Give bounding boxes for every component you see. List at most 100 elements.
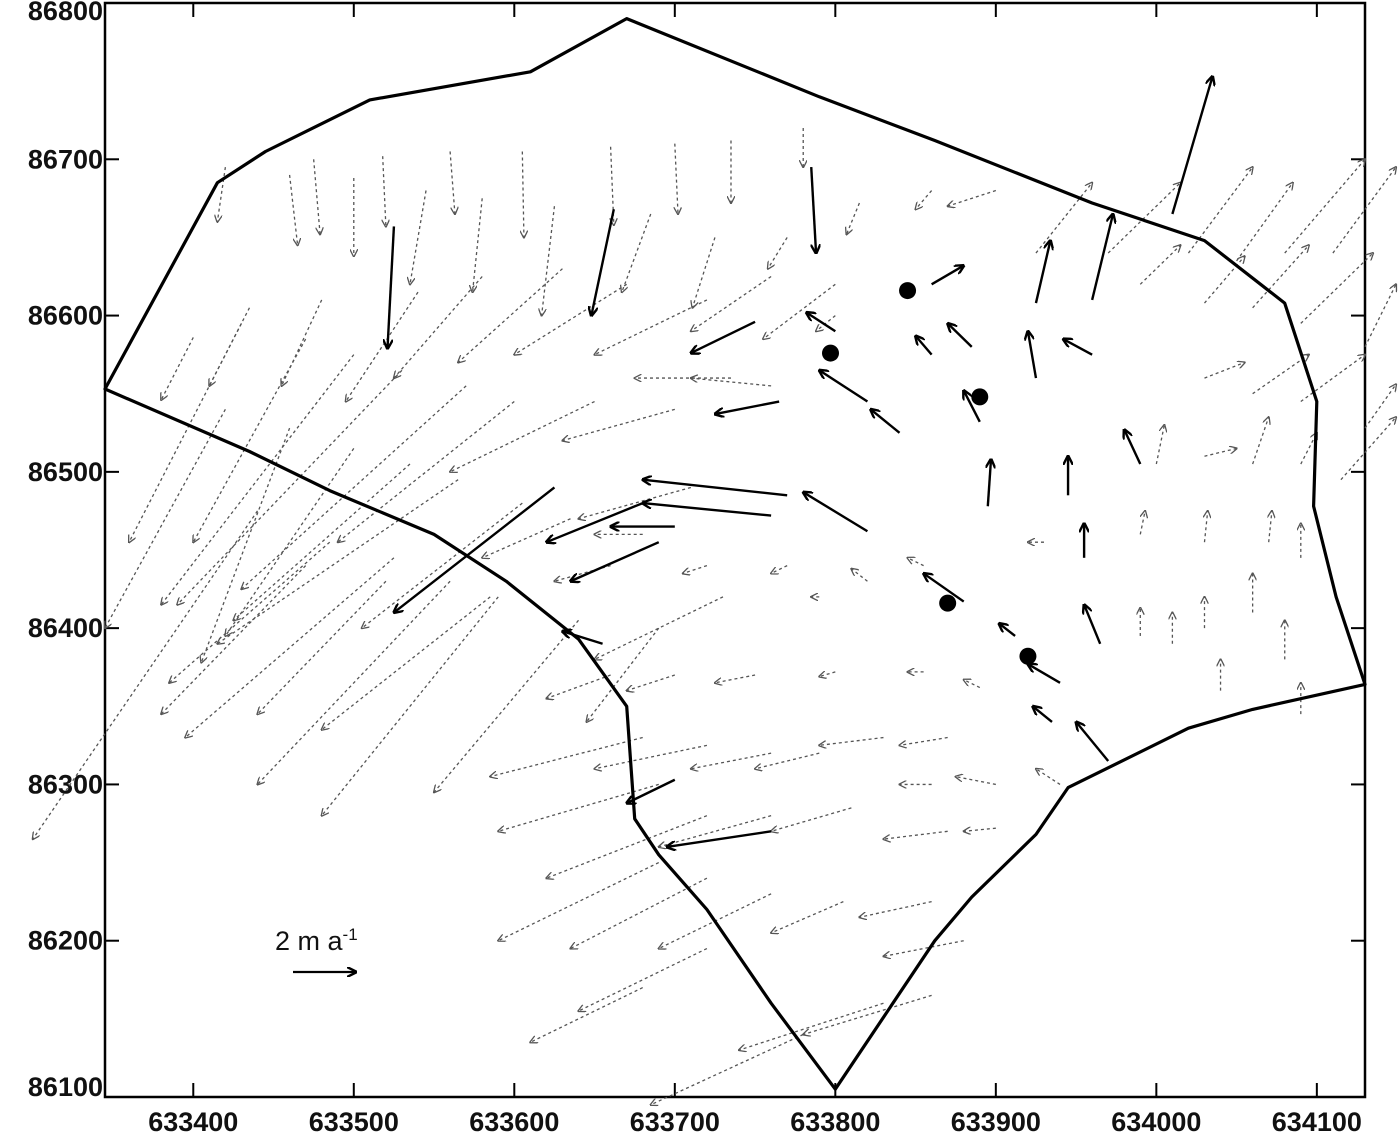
modeled-vector bbox=[1107, 183, 1180, 254]
modeled-vector bbox=[691, 275, 772, 332]
modeled-vector bbox=[956, 777, 996, 786]
modeled-vector bbox=[587, 627, 660, 722]
y-tick-label: 86500 bbox=[28, 457, 103, 487]
measured-vector bbox=[916, 336, 933, 356]
x-tick-label: 633500 bbox=[309, 1107, 399, 1137]
modeled-vector bbox=[241, 385, 467, 589]
modeled-vector bbox=[1252, 417, 1269, 465]
modeled-vector bbox=[771, 901, 844, 933]
measured-vector bbox=[1028, 664, 1061, 684]
modeled-vector bbox=[225, 448, 355, 636]
modeled-vector bbox=[514, 283, 628, 354]
measured-vector bbox=[964, 391, 981, 423]
modeled-vector bbox=[964, 828, 996, 831]
modeled-vector bbox=[449, 151, 455, 214]
modeled-vector bbox=[570, 877, 708, 948]
modeled-vector bbox=[434, 619, 580, 792]
modeled-vector bbox=[410, 190, 427, 285]
modeled-vector bbox=[651, 1033, 804, 1104]
y-tick-label: 86300 bbox=[28, 769, 103, 799]
modeled-vector-layer bbox=[33, 128, 1396, 1105]
modeled-vector bbox=[579, 486, 692, 518]
modeled-vector bbox=[683, 565, 708, 574]
modeled-vector bbox=[1340, 417, 1396, 481]
modeled-vector bbox=[691, 378, 772, 387]
measured-vector bbox=[562, 631, 603, 645]
modeled-vector bbox=[1364, 284, 1396, 348]
measured-vector bbox=[643, 503, 772, 517]
modeled-vector bbox=[1300, 355, 1365, 403]
measured-vector bbox=[1090, 214, 1113, 301]
y-tick-label: 86200 bbox=[28, 926, 103, 956]
modeled-vector bbox=[542, 206, 556, 315]
measured-vector bbox=[667, 830, 772, 847]
axis-layer: 633400 633500 633600 633700 633800 633900 6340… bbox=[28, 0, 1365, 1137]
modeled-vector bbox=[458, 268, 563, 363]
modeled-vector bbox=[883, 830, 948, 839]
measured-vector bbox=[643, 480, 788, 497]
modeled-vector bbox=[595, 744, 708, 768]
modeled-vector bbox=[1284, 159, 1365, 254]
modeled-vector bbox=[627, 674, 676, 691]
y-tick-label: 86400 bbox=[28, 613, 103, 643]
modeled-vector bbox=[622, 213, 652, 292]
measured-vector bbox=[819, 370, 869, 403]
modeled-vector bbox=[161, 354, 355, 605]
stake-marker bbox=[822, 344, 840, 362]
modeled-vector bbox=[554, 565, 611, 582]
stake-marker bbox=[971, 388, 989, 406]
glacier-outline bbox=[103, 17, 1367, 1091]
modeled-vector bbox=[338, 401, 515, 543]
modeled-vector bbox=[964, 680, 981, 689]
modeled-vector bbox=[859, 901, 932, 918]
stake-layer bbox=[822, 282, 1037, 665]
modeled-vector bbox=[611, 146, 614, 225]
x-tick-label: 634100 bbox=[1272, 1107, 1362, 1137]
modeled-vector bbox=[530, 987, 643, 1043]
modeled-vector bbox=[1300, 253, 1373, 324]
modeled-vector bbox=[546, 815, 708, 879]
modeled-vector bbox=[562, 408, 675, 440]
modeled-vector bbox=[482, 518, 571, 558]
modeled-vector bbox=[313, 159, 320, 234]
y-tick-label: 86600 bbox=[28, 301, 103, 331]
measured-vector bbox=[1063, 339, 1093, 356]
scale-label: 2 m a-1 bbox=[275, 925, 358, 956]
modeled-vector bbox=[1204, 362, 1244, 379]
modeled-vector bbox=[595, 299, 708, 355]
modeled-vector bbox=[322, 596, 499, 816]
modeled-vector bbox=[177, 369, 403, 604]
measured-vector bbox=[715, 400, 780, 415]
x-tick-label: 633400 bbox=[148, 1107, 238, 1137]
modeled-vector bbox=[1155, 425, 1164, 465]
measured-vector bbox=[803, 492, 869, 533]
plot-frame bbox=[103, 1, 1367, 1099]
scale-reference: 2 m a-1 bbox=[275, 925, 358, 972]
stake-marker bbox=[899, 282, 917, 300]
modeled-vector bbox=[1139, 511, 1145, 535]
modeled-vector bbox=[498, 783, 659, 831]
modeled-vector bbox=[450, 400, 595, 472]
modeled-vector bbox=[129, 323, 243, 542]
modeled-vector bbox=[473, 198, 483, 292]
measured-vector bbox=[546, 502, 644, 542]
measured-vector bbox=[1076, 722, 1110, 762]
modeled-vector bbox=[755, 752, 820, 769]
modeled-vector bbox=[1364, 384, 1396, 429]
modeled-vector bbox=[659, 815, 772, 847]
measured-vector bbox=[570, 541, 660, 581]
x-tick-label: 633700 bbox=[630, 1107, 720, 1137]
measured-vector bbox=[691, 320, 756, 353]
stake-marker bbox=[1019, 647, 1037, 665]
measured-vector bbox=[924, 573, 965, 603]
modeled-vector bbox=[739, 1002, 884, 1050]
modeled-vector bbox=[1203, 256, 1244, 304]
modeled-vector bbox=[819, 672, 836, 677]
modeled-vector bbox=[546, 674, 611, 698]
modeled-vector bbox=[362, 502, 523, 628]
x-tick-label: 633800 bbox=[790, 1107, 880, 1137]
measured-vector-layer bbox=[387, 76, 1212, 846]
modeled-vector bbox=[1036, 769, 1061, 785]
modeled-vector bbox=[257, 580, 451, 784]
modeled-vector bbox=[692, 237, 716, 307]
